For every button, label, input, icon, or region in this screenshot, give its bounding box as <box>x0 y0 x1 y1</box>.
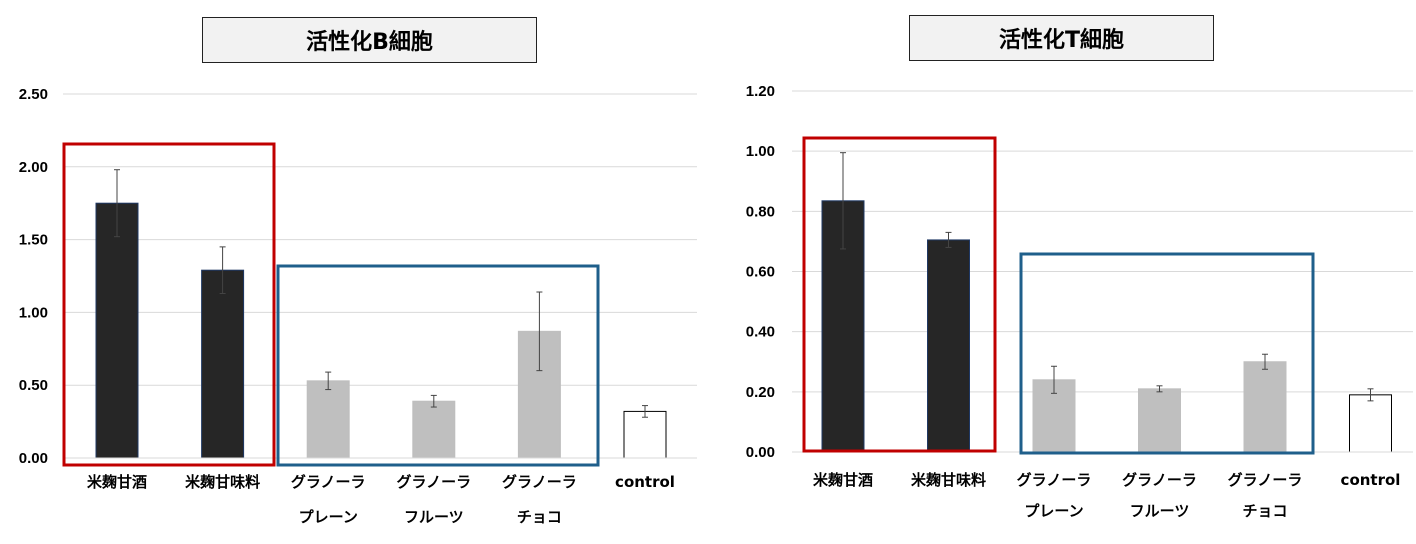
y-tick-label: 2.50 <box>19 86 48 103</box>
bar <box>1138 388 1181 453</box>
x-category-label: フルーツ <box>404 508 464 526</box>
x-category-label: 米麹甘酒 <box>813 471 873 489</box>
y-tick-label: 2.00 <box>19 159 48 176</box>
chart-title: 活性化B細胞 <box>202 17 537 63</box>
bar <box>201 269 245 459</box>
x-category-label: グラノーラ <box>1122 471 1197 489</box>
y-tick-label: 0.80 <box>746 203 775 220</box>
bar <box>95 202 139 459</box>
highlight-box-red <box>802 136 997 453</box>
bar <box>1243 361 1287 453</box>
x-category-label: グラノーラ <box>1017 471 1092 489</box>
x-category-label: グラノーラ <box>1228 471 1303 489</box>
y-tick-label: 0.00 <box>746 444 775 461</box>
y-tick-label: 0.60 <box>746 264 775 281</box>
y-tick-label: 1.00 <box>746 143 775 160</box>
x-category-label: 米麹甘酒 <box>87 473 147 491</box>
chart-left: 活性化B細胞 0.00 0.50 1.00 1.50 2.00 2.50 米麹甘酒 米麹甘味料… <box>19 17 697 526</box>
bar <box>623 410 667 459</box>
y-tick-label: 0.20 <box>746 384 775 401</box>
x-category-label: フルーツ <box>1130 502 1190 520</box>
highlight-box-red <box>62 142 276 467</box>
x-category-label: チョコ <box>517 508 562 526</box>
x-category-label: control <box>615 473 675 491</box>
y-tick-label: 1.20 <box>746 83 775 100</box>
bar <box>1349 394 1392 453</box>
x-category-label: プレーン <box>1024 502 1083 520</box>
y-tick-label: 1.00 <box>19 304 48 321</box>
bar <box>412 400 456 459</box>
chart-left-svg: 0.00 0.50 1.00 1.50 2.00 2.50 米麹甘酒 米麹甘味料 グラノーラプレ… <box>19 86 697 526</box>
chart-title: 活性化T細胞 <box>909 15 1214 61</box>
chart-right: 活性化T細胞 0.00 0.20 0.40 0.60 0.80 1.00 1.20 米麹甘酒 米… <box>708 0 1416 544</box>
chart-right-svg: 0.00 0.20 0.40 0.60 0.80 1.00 1.20 米麹甘酒 米麹甘味料 グラノ… <box>746 83 1413 520</box>
x-category-label: 米麹甘味料 <box>911 471 986 489</box>
y-tick-label: 0.40 <box>746 324 775 341</box>
bar <box>927 239 970 453</box>
highlight-box-blue <box>1019 252 1315 455</box>
y-tick-label: 0.50 <box>19 377 48 394</box>
x-category-label: グラノーラ <box>291 473 366 491</box>
x-category-label: control <box>1341 471 1401 489</box>
y-tick-label: 0.00 <box>19 450 48 467</box>
x-category-label: 米麹甘味料 <box>185 473 260 491</box>
highlight-box-blue <box>276 264 600 467</box>
y-tick-label: 1.50 <box>19 232 48 249</box>
x-category-label: プレーン <box>299 508 358 526</box>
bar <box>306 380 350 459</box>
x-category-label: グラノーラ <box>396 473 471 491</box>
x-category-label: グラノーラ <box>502 473 577 491</box>
x-category-label: チョコ <box>1242 502 1287 520</box>
